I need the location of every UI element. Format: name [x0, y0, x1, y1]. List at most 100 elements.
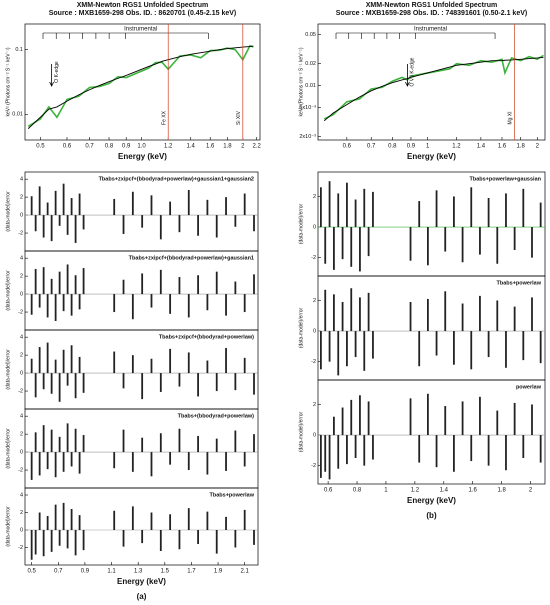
y-tick-label: 2 — [313, 402, 316, 408]
line-label: Si XIV — [236, 110, 242, 125]
panel-caption: (b) — [426, 511, 437, 520]
y-axis-label: (data-model)/error — [5, 270, 11, 311]
y-tick-label: 2 — [20, 195, 23, 201]
y-tick-label: 2 — [313, 194, 316, 200]
x-tick-label: 0.7 — [54, 569, 63, 575]
line-label: Mg XI — [508, 111, 514, 124]
plot-frame — [24, 487, 259, 566]
y-tick-label: -2 — [18, 467, 23, 473]
x-tick-label: 1.2 — [452, 144, 461, 150]
x-tick-label: 1.0 — [137, 144, 146, 150]
y-tick-label: 0 — [20, 371, 23, 377]
y-tick-label: 2 — [20, 274, 23, 280]
y-tick-label: 4 — [20, 177, 23, 183]
data-line — [323, 54, 544, 120]
plot-frame — [317, 23, 546, 141]
x-axis-label: Energy (keV) — [407, 152, 456, 161]
model-line — [323, 56, 544, 122]
y-tick-label: 2 — [20, 510, 23, 516]
x-tick-label: 0.7 — [367, 144, 376, 150]
instrumental-label: Instrumental — [124, 27, 157, 33]
y-tick-label: 0 — [20, 450, 23, 456]
y-tick-label: 2x10⁻³ — [299, 134, 316, 140]
x-tick-label: 0.9 — [122, 144, 131, 150]
model-label: Tbabs+powerlaw — [497, 280, 542, 286]
y-axis-label: keV² (Photons cm⁻² S⁻¹ keV⁻¹) — [5, 47, 11, 116]
x-tick-label: 1.4 — [440, 488, 449, 494]
y-tick-label: -2 — [311, 255, 316, 261]
x-axis-label: Energy (keV) — [118, 152, 167, 161]
data-line — [27, 44, 254, 128]
x-tick-label: 1.5 — [161, 569, 170, 575]
y-tick-label: 4 — [20, 492, 23, 498]
x-tick-label: 0.7 — [85, 144, 94, 150]
line-label: Fe XX — [162, 110, 168, 125]
plot-frame — [317, 379, 546, 485]
x-tick-label: 0.5 — [27, 569, 36, 575]
plot-frame — [24, 171, 259, 252]
y-tick-label: -2 — [18, 309, 23, 315]
panel-caption: (a) — [137, 592, 147, 601]
y-tick-label: 0 — [20, 213, 23, 219]
y-tick-label: 4 — [20, 256, 23, 262]
y-tick-label: 0 — [313, 329, 316, 335]
instrumental-bracket — [335, 32, 496, 39]
y-tick-label: 4 — [20, 414, 23, 420]
x-tick-label: 1.1 — [107, 569, 116, 575]
y-tick-label: 5x10⁻³ — [299, 105, 316, 111]
x-tick-label: 1.4 — [477, 144, 486, 150]
y-tick-label: 4 — [20, 335, 23, 341]
x-tick-label: 0.5 — [36, 144, 45, 150]
y-axis-label: (data-model)/error — [5, 506, 11, 547]
x-tick-label: 1.8 — [223, 144, 232, 150]
y-tick-label: -2 — [18, 230, 23, 236]
y-tick-label: -2 — [311, 359, 316, 365]
y-tick-label: -2 — [18, 545, 23, 551]
y-tick-label: 0.01 — [305, 83, 316, 89]
x-tick-label: 0.6 — [324, 488, 333, 494]
y-axis-label: (data-model)/error — [5, 428, 11, 469]
edge-arrow — [405, 64, 410, 87]
y-axis-label: (data-model)/error — [298, 204, 304, 245]
y-tick-label: 2 — [313, 298, 316, 304]
model-label: Tbabs+(bbodyrad+powerlaw) — [178, 413, 255, 419]
x-tick-label: 0.6 — [63, 144, 72, 150]
chart-title: XMM-Newton RGS1 Unfolded Spectrum — [366, 2, 497, 9]
x-tick-label: 2.2 — [253, 144, 262, 150]
y-axis-label: (data-model)/error — [5, 191, 11, 232]
instrumental-bracket — [42, 32, 209, 39]
x-tick-label: 2 — [536, 144, 540, 150]
x-tick-label: 1.8 — [497, 488, 506, 494]
y-tick-label: 0 — [313, 433, 316, 439]
x-tick-label: 2 — [241, 144, 245, 150]
y-tick-label: 2 — [20, 432, 23, 438]
chart-subtitle: Source : MXB1659-298 Obs. ID. : 74839160… — [336, 10, 527, 17]
y-tick-label: -2 — [311, 463, 316, 469]
y-tick-label: 0.05 — [305, 32, 316, 38]
y-tick-label: 0 — [20, 292, 23, 298]
x-tick-label: 0.8 — [353, 488, 362, 494]
plot-frame — [24, 23, 261, 141]
x-tick-label: 1.6 — [498, 144, 507, 150]
y-axis-label: (data-model)/error — [298, 412, 304, 453]
x-tick-label: 0.8 — [105, 144, 114, 150]
x-tick-label: 1.9 — [214, 569, 223, 575]
x-tick-label: 0.8 — [388, 144, 397, 150]
model-label: powerlaw — [516, 384, 542, 390]
x-tick-label: 1 — [426, 144, 430, 150]
x-tick-label: 0.9 — [407, 144, 416, 150]
y-axis-label: keV² (Photons cm⁻² S⁻¹ keV⁻¹) — [298, 47, 304, 116]
chart-subtitle: Source : MXB1659-298 Obs. ID. : 8620701 … — [49, 10, 237, 17]
y-axis-label: (data-model)/error — [5, 349, 11, 390]
x-tick-label: 1.8 — [516, 144, 525, 150]
y-axis-label: (data-model)/error — [298, 308, 304, 349]
model-label: Tbabs+zxipcf+(bbodyrad+powerlaw)+gaussia… — [99, 176, 254, 182]
x-tick-label: 0.6 — [343, 144, 352, 150]
model-label: Tbabs+powerlaw+gaussian — [469, 176, 541, 182]
x-tick-label: 1 — [384, 488, 388, 494]
y-tick-label: 2 — [20, 353, 23, 359]
chart-title: XMM-Newton RGS1 Unfolded Spectrum — [77, 2, 208, 9]
y-tick-label: 0 — [20, 527, 23, 533]
edge-arrow — [49, 64, 54, 87]
